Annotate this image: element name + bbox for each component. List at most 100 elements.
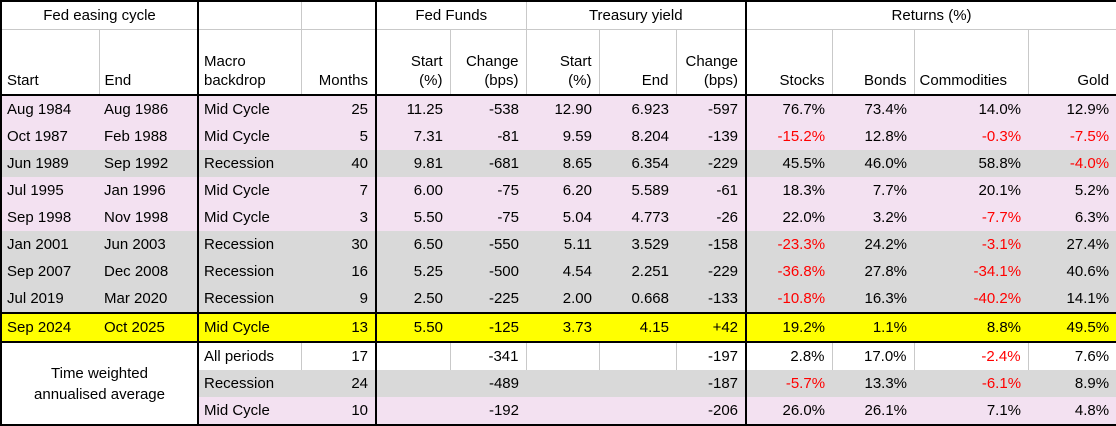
cell-stocks[interactable]: 19.2% [746,312,833,343]
group-header-fed-funds[interactable]: Fed Funds [376,1,527,30]
cell-stocks[interactable]: 26.0% [782,402,826,419]
cell-bonds[interactable]: 73.4% [864,101,908,118]
cell-macro[interactable]: Recession [204,290,275,307]
cell-ff-start[interactable]: 6.00 [413,182,443,199]
cell-bonds[interactable]: 3.2% [872,209,908,226]
group-header-returns[interactable]: Returns (%) [746,1,1116,30]
cell-start[interactable]: Jul 1995 [7,182,64,199]
cell-end[interactable]: Aug 1986 [99,95,199,123]
cell-commodities[interactable]: -0.3% [981,128,1022,145]
column-header-ty-change[interactable]: Change (bps) [676,29,748,96]
cell-ty-change[interactable]: -133 [676,285,748,313]
cell-gold[interactable]: 14.1% [1066,290,1110,307]
cell-ty-change[interactable]: -61 [676,177,748,204]
cell-gold[interactable]: 49.5% [1028,312,1116,343]
column-header-ff-change[interactable]: Change (bps) [450,29,527,96]
cell-gold[interactable]: 40.6% [1066,263,1110,280]
cell-commodities[interactable]: -34.1% [973,263,1022,280]
cell-ty-change[interactable]: -229 [676,258,748,285]
cell-ty-change[interactable]: -206 [676,397,748,425]
cell-gold[interactable]: 4.8% [1074,402,1110,419]
cell-commodities[interactable]: -3.1% [981,236,1022,253]
cell-ty-end[interactable]: 4.773 [631,209,669,226]
cell-months[interactable]: 24 [301,370,377,397]
cell-start[interactable]: Sep 2007 [7,263,72,280]
column-header-bonds[interactable]: Bonds [832,29,915,96]
group-header-spacer-macro[interactable] [198,1,302,30]
cell-ty-end[interactable]: 3.529 [631,236,669,253]
cell-bonds[interactable]: 46.0% [864,155,908,172]
cell-ty-change[interactable]: -139 [676,123,748,150]
cell-ty-start[interactable]: 2.00 [562,290,592,307]
cell-end[interactable]: Oct 2025 [99,312,199,343]
cell-gold[interactable]: 27.4% [1066,236,1110,253]
cell-ty-change[interactable]: +42 [676,312,748,343]
cell-stocks[interactable]: 18.3% [782,182,826,199]
cell-macro[interactable]: Recession [204,375,275,392]
cell-ty-start[interactable]: 9.59 [562,128,592,145]
cell-ty-change[interactable]: -597 [676,95,748,123]
cell-months[interactable]: 5 [301,123,377,150]
cell-macro[interactable]: Recession [204,236,275,253]
cell-commodities[interactable]: 58.8% [978,155,1022,172]
cell-months[interactable]: 25 [301,95,377,123]
cell-start[interactable]: Jan 2001 [7,236,69,253]
cell-stocks[interactable]: -23.3% [777,236,826,253]
column-header-commodities[interactable]: Commodities [914,29,1029,96]
cell-ff-change[interactable]: -192 [488,402,519,419]
cell-months[interactable]: 7 [301,177,377,204]
cell-end[interactable]: Mar 2020 [99,285,199,313]
cell-stocks[interactable]: -15.2% [777,128,826,145]
cell-stocks[interactable]: 45.5% [782,155,826,172]
cell-ff-start[interactable]: 5.50 [413,209,443,226]
cell-start[interactable]: Jul 2019 [7,290,64,307]
cell-macro[interactable]: Recession [204,263,275,280]
column-header-end[interactable]: End [99,29,199,96]
cell-ty-end[interactable] [599,342,677,370]
cell-end[interactable]: Dec 2008 [99,258,199,285]
cell-ff-start[interactable]: 6.50 [413,236,443,253]
cell-bonds[interactable]: 16.3% [864,290,908,307]
cell-ty-start[interactable]: 12.90 [554,101,592,118]
cell-commodities[interactable]: 14.0% [978,101,1022,118]
cell-macro[interactable]: All periods [198,342,302,370]
cell-ty-end[interactable] [599,370,676,397]
cell-ty-end[interactable]: 0.668 [631,290,669,307]
cell-stocks[interactable]: 22.0% [782,209,826,226]
cell-macro[interactable]: Mid Cycle [198,312,301,343]
cell-macro[interactable]: Mid Cycle [204,402,270,419]
cell-gold[interactable]: 5.2% [1074,182,1110,199]
cell-commodities[interactable]: 8.8% [914,312,1029,343]
cell-months[interactable]: 17 [301,342,377,370]
cell-stocks[interactable]: 76.7% [782,101,826,118]
cell-end[interactable]: Nov 1998 [99,204,199,231]
column-header-gold[interactable]: Gold [1028,29,1116,96]
cell-ty-change[interactable]: -197 [676,342,748,370]
cell-months[interactable]: 30 [301,231,377,258]
cell-start[interactable]: Oct 1987 [7,128,68,145]
group-header-spacer-months[interactable] [301,1,377,30]
cell-start[interactable]: Sep 2024 [1,312,99,343]
cell-stocks[interactable]: -10.8% [777,290,826,307]
cell-months[interactable]: 16 [301,258,377,285]
cell-macro[interactable]: Mid Cycle [204,209,270,226]
cell-ff-change[interactable]: -550 [488,236,519,253]
cell-ff-change[interactable]: -75 [497,182,519,199]
cell-ff-start[interactable]: 7.31 [413,128,443,145]
cell-start[interactable]: Jun 1989 [7,155,69,172]
column-header-ty-end[interactable]: End [599,29,677,96]
cell-ff-start[interactable]: 11.25 [406,101,443,118]
cell-gold[interactable]: 12.9% [1066,101,1110,118]
cell-commodities[interactable]: -2.4% [914,342,1029,370]
cell-end[interactable]: Jun 2003 [99,231,199,258]
cell-gold[interactable]: -7.5% [1069,128,1110,145]
cell-ty-end[interactable] [599,397,676,425]
group-header-treasury-yield[interactable]: Treasury yield [526,1,748,30]
cell-months[interactable]: 3 [301,204,377,231]
cell-macro[interactable]: Mid Cycle [204,128,270,145]
cell-ty-change[interactable]: -158 [676,231,748,258]
column-header-ty-start[interactable]: Start (%) [526,29,600,96]
cell-macro[interactable]: Mid Cycle [204,182,270,199]
cell-ff-change[interactable]: -125 [450,312,526,343]
cell-ty-start[interactable] [526,397,599,425]
